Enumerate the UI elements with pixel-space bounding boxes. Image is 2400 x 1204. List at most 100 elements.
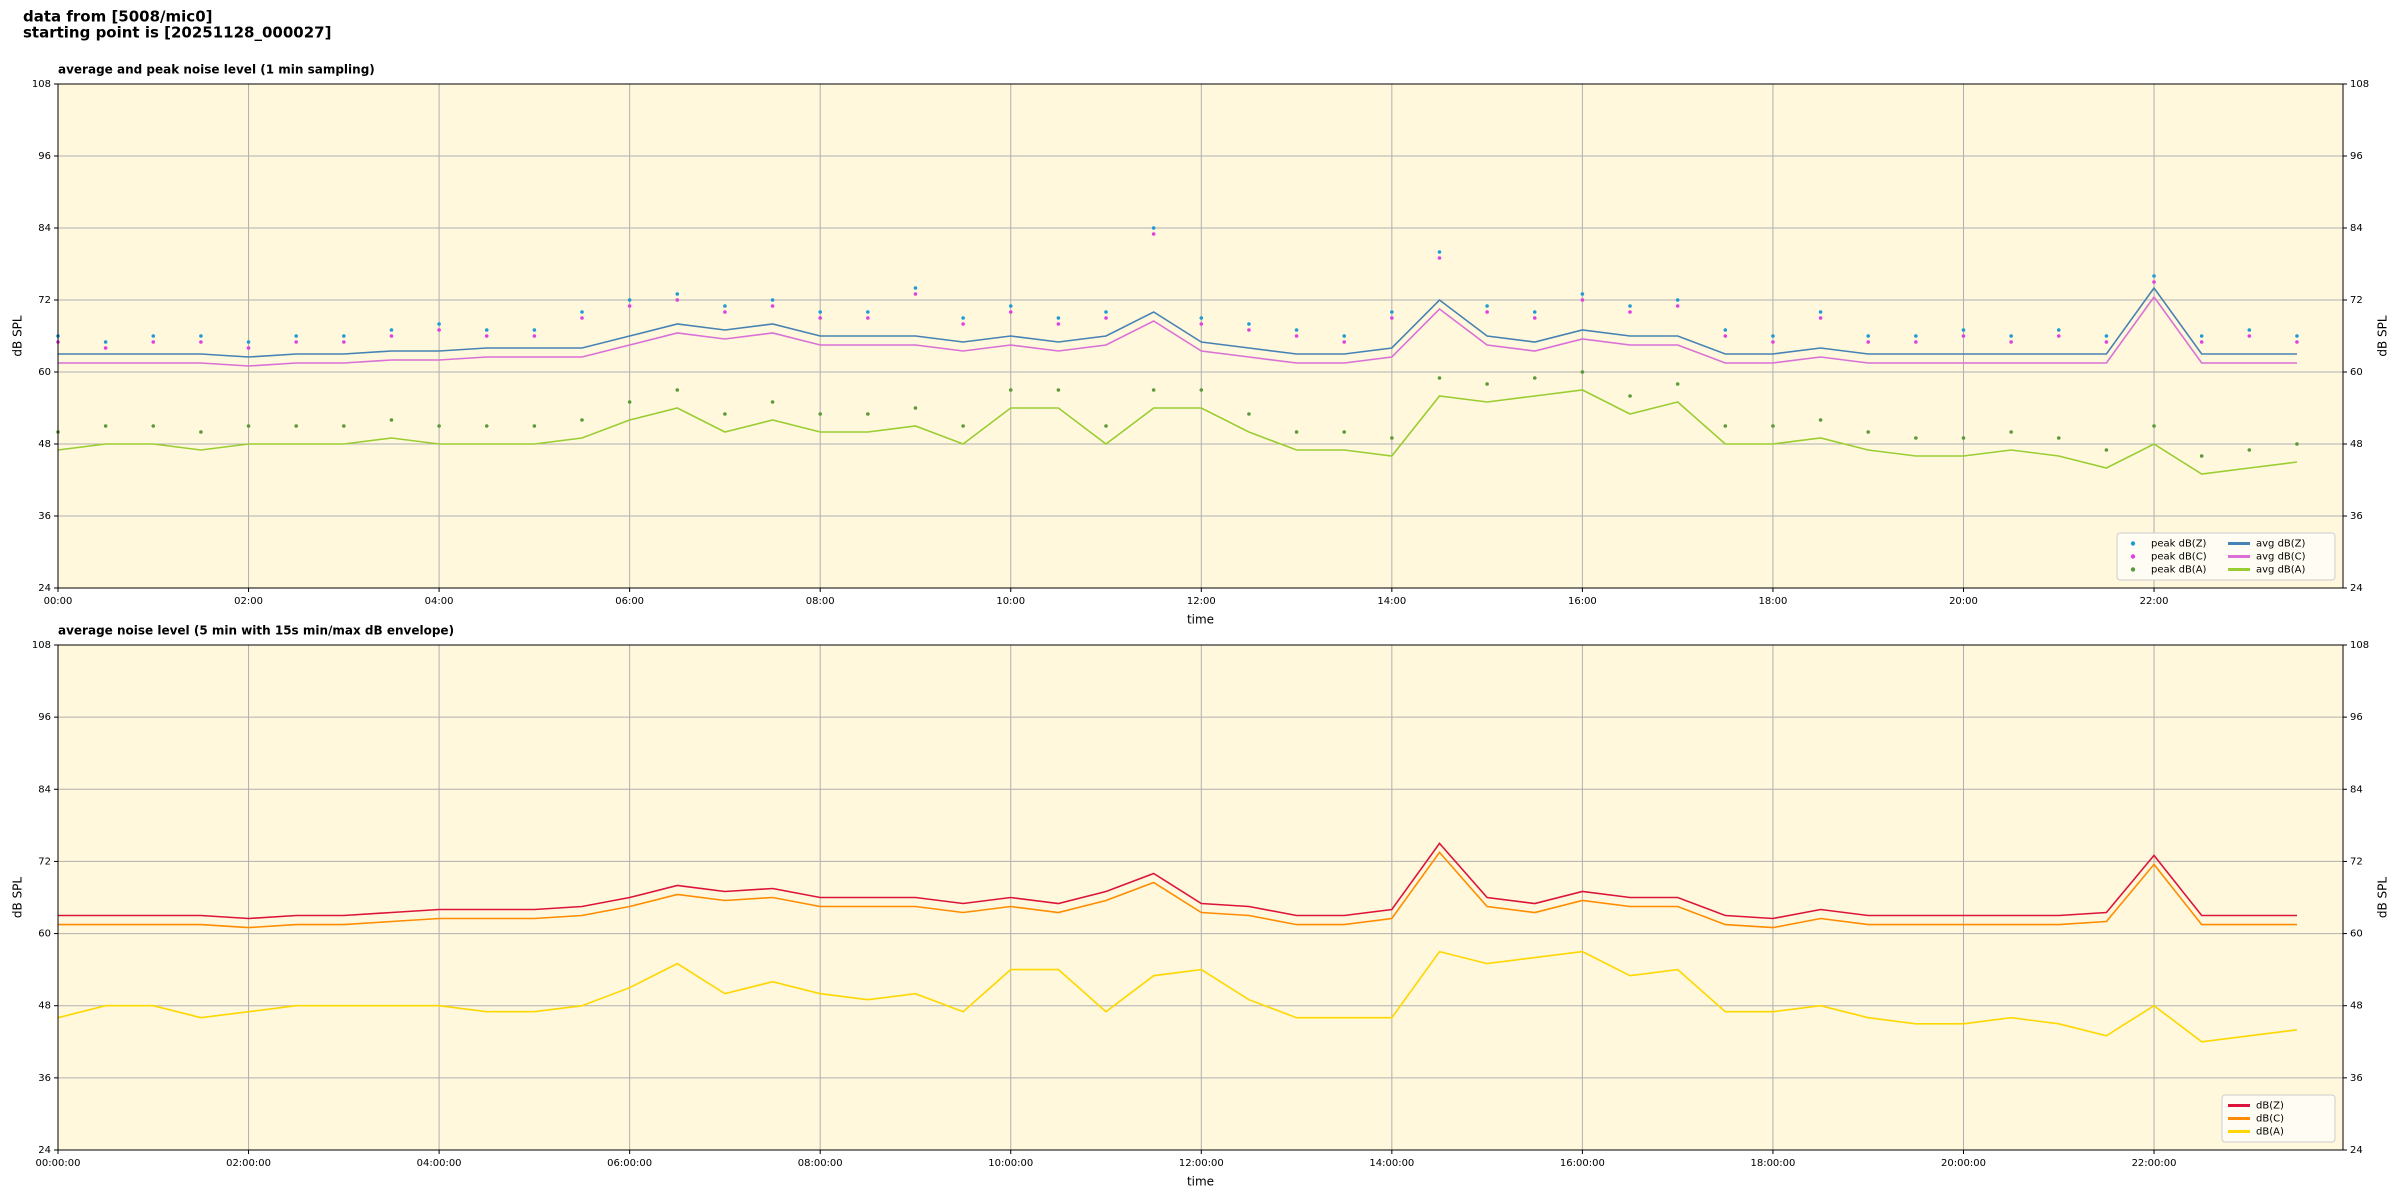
header-line: data from [5008/mic0]: [23, 8, 213, 26]
peak-dot: [103, 424, 108, 428]
y-tick-label: 48: [2350, 439, 2363, 450]
x-tick-label: 22:00:00: [2132, 1158, 2177, 1169]
peak-dot: [103, 346, 108, 350]
peak-dot: [818, 412, 822, 416]
peak-dot: [1342, 340, 1347, 344]
peak-dot: [1818, 316, 1823, 320]
peak-dot: [199, 430, 203, 434]
peak-dot: [1914, 340, 1918, 344]
legend-box: [2116, 532, 2336, 581]
legend-label: avg dB(C): [2256, 552, 2306, 563]
peak-dot: [1437, 250, 1442, 254]
peak-dot: [723, 310, 727, 314]
y-tick-label: 108: [2350, 79, 2369, 90]
peak-dot: [1008, 310, 1013, 314]
peak-dot: [1675, 382, 1680, 386]
peak-dot: [1151, 226, 1156, 230]
peak-dot: [103, 340, 108, 344]
chart-title: average and peak noise level (1 min samp…: [58, 63, 375, 77]
peak-dot: [1056, 388, 1061, 392]
x-tick-label: 12:00:00: [1179, 1158, 1224, 1169]
chart: average and peak noise level (1 min samp…: [11, 63, 2390, 627]
plot-area: [58, 645, 2343, 1150]
peak-dot: [1151, 232, 1156, 236]
x-tick-label: 00:00: [44, 596, 73, 607]
peak-dot: [627, 400, 632, 404]
series-line: [58, 295, 2297, 367]
peak-dot: [199, 340, 203, 344]
y-tick-label: 108: [32, 640, 51, 651]
y-tick-label: 48: [38, 439, 51, 450]
peak-dot: [1628, 304, 1632, 308]
peak-dot: [818, 310, 822, 314]
peak-dot: [437, 328, 441, 332]
peak-dot: [1532, 310, 1537, 314]
y-tick-label: 48: [38, 1001, 51, 1012]
y-tick-label: 24: [2350, 1145, 2363, 1156]
peak-dot: [2247, 328, 2252, 332]
peak-dot: [770, 298, 775, 302]
x-tick-label: 16:00:00: [1560, 1158, 1605, 1169]
y-tick-label: 96: [38, 712, 51, 723]
peak-dot: [627, 298, 632, 302]
peak-dot: [532, 334, 537, 338]
peak-dot: [1532, 316, 1537, 320]
peak-dot: [484, 328, 489, 332]
series-line: [58, 286, 2297, 358]
header-line: starting point is [20251128_000027]: [23, 24, 331, 42]
peak-dot: [1437, 256, 1442, 260]
chart: average noise level (5 min with 15s min/…: [11, 624, 2390, 1189]
peak-dot: [1294, 430, 1299, 434]
peak-dot: [342, 334, 346, 338]
peak-dot: [437, 424, 441, 428]
peak-dot: [1580, 298, 1585, 302]
legend-box: [2221, 1094, 2336, 1143]
peak-dot: [1818, 310, 1823, 314]
peak-dot: [580, 418, 584, 422]
chart-title: average noise level (5 min with 15s min/…: [58, 624, 454, 638]
x-tick-label: 20:00: [1949, 596, 1978, 607]
series-line: [57, 950, 2298, 1043]
peak-dot: [294, 424, 298, 428]
peak-dot: [1342, 430, 1347, 434]
peak-dot: [294, 334, 298, 338]
peak-dot: [818, 316, 822, 320]
y-axis-label: dB SPL: [2376, 877, 2390, 919]
x-tick-label: 02:00: [234, 596, 263, 607]
x-tick-label: 18:00:00: [1750, 1158, 1795, 1169]
y-tick-label: 24: [2350, 583, 2363, 594]
peak-dot: [866, 316, 870, 320]
peak-dot: [866, 412, 870, 416]
y-tick-label: 72: [2350, 295, 2363, 306]
x-tick-label: 14:00:00: [1369, 1158, 1414, 1169]
peak-dot: [1723, 328, 1728, 332]
peak-dot: [1675, 304, 1680, 308]
legend-label: dB(A): [2256, 1127, 2284, 1138]
peak-dot: [1675, 298, 1680, 302]
x-tick-label: 04:00:00: [417, 1158, 462, 1169]
peak-dot: [2056, 328, 2061, 332]
peak-dot: [246, 346, 251, 350]
peak-dot: [1866, 340, 1871, 344]
peak-dot: [1532, 376, 1537, 380]
series-line: [58, 842, 2297, 920]
peak-dot: [1247, 322, 1251, 326]
peak-dot: [2295, 340, 2299, 344]
peak-dot: [2009, 430, 2013, 434]
x-tick-label: 10:00:00: [988, 1158, 1033, 1169]
legend-label: peak dB(C): [2151, 552, 2207, 563]
x-tick-label: 14:00: [1377, 596, 1406, 607]
y-tick-label: 24: [38, 583, 51, 594]
peak-dot: [1914, 334, 1918, 338]
x-tick-label: 10:00: [996, 596, 1025, 607]
y-tick-label: 96: [2350, 151, 2363, 162]
plot-frame: [57, 83, 2344, 589]
peak-dot: [2152, 424, 2156, 428]
y-tick-label: 96: [2350, 712, 2363, 723]
y-tick-label: 48: [2350, 1001, 2363, 1012]
peak-dot: [2152, 280, 2156, 284]
y-axis-label: dB SPL: [2376, 315, 2390, 357]
peak-dot: [2199, 454, 2204, 458]
x-tick-label: 04:00: [425, 596, 454, 607]
peak-dot: [580, 310, 584, 314]
